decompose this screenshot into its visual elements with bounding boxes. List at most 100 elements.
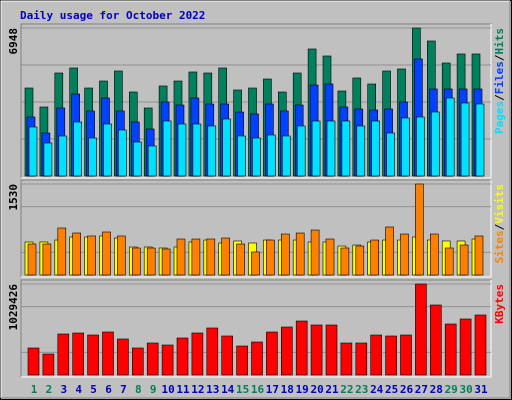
chart-title: Daily usage for October 2022	[20, 9, 205, 22]
bar	[310, 229, 320, 276]
bar	[87, 235, 96, 276]
bar	[221, 237, 230, 276]
bar	[133, 141, 142, 177]
x-tick-label: 20	[310, 383, 323, 396]
bar	[237, 135, 246, 177]
plot-bevel	[21, 24, 492, 179]
legend-entry: Pages	[493, 101, 506, 134]
legend-separator: /	[493, 54, 506, 61]
x-tick-label: 14	[221, 383, 235, 396]
bar	[459, 318, 472, 376]
bar	[206, 238, 216, 276]
legend-separator: /	[493, 223, 506, 230]
x-tick-label: 28	[430, 383, 443, 396]
bar	[444, 247, 454, 276]
bar	[371, 120, 381, 177]
bar	[475, 103, 485, 177]
plot-bevel	[21, 280, 492, 378]
bar	[73, 121, 82, 177]
bar	[266, 239, 275, 276]
bar	[27, 347, 40, 376]
bar	[191, 332, 204, 376]
bar	[400, 334, 412, 376]
bar	[326, 120, 336, 177]
bar	[132, 247, 141, 276]
x-tick-label: 2	[46, 383, 53, 396]
bar	[267, 134, 276, 177]
x-tick-label: 10	[161, 383, 174, 396]
bar	[191, 238, 201, 276]
bar	[207, 125, 217, 177]
bar	[28, 126, 38, 177]
bar	[176, 337, 189, 376]
bar	[57, 227, 67, 276]
bar	[296, 125, 306, 177]
bar	[117, 235, 126, 276]
bar	[370, 239, 380, 276]
bar	[161, 344, 174, 376]
x-tick-label: 29	[445, 383, 458, 396]
bar	[400, 233, 409, 276]
bar	[222, 118, 231, 177]
y-tick-label: 1530	[7, 184, 20, 211]
bar	[325, 238, 335, 276]
bar	[162, 120, 172, 177]
bar	[356, 125, 366, 177]
bar	[459, 244, 469, 276]
legend: Sites/Visits	[493, 184, 506, 264]
bar	[281, 135, 291, 177]
bar	[311, 120, 321, 177]
x-tick-label: 30	[459, 383, 472, 396]
bar	[429, 304, 442, 376]
x-tick-label: 3	[60, 383, 67, 396]
bar	[280, 326, 293, 376]
bar	[295, 320, 308, 376]
bar	[43, 142, 53, 177]
bar	[58, 135, 68, 177]
bar	[192, 123, 202, 177]
bar	[102, 331, 114, 376]
bar	[474, 235, 484, 276]
bar	[147, 145, 157, 177]
bar	[445, 97, 455, 177]
y-tick-label: 1029426	[7, 284, 20, 331]
x-tick-label: 12	[191, 383, 204, 396]
bar	[236, 243, 245, 276]
y-tick-label: 6948	[7, 28, 20, 55]
bar	[103, 123, 112, 177]
x-tick-label: 16	[251, 383, 265, 396]
bar	[429, 233, 439, 276]
bar	[72, 232, 81, 276]
x-tick-label: 24	[370, 383, 384, 396]
plot-bevel	[21, 180, 492, 278]
x-tick-label: 23	[355, 383, 368, 396]
bar	[102, 231, 111, 276]
bar	[251, 251, 260, 276]
x-tick-label: 19	[296, 383, 309, 396]
bar	[177, 123, 187, 177]
bar	[385, 226, 394, 276]
bar	[355, 245, 365, 276]
bar	[72, 332, 84, 376]
bar	[370, 334, 383, 376]
bar	[221, 335, 233, 376]
legend-entry: Visits	[493, 184, 506, 224]
x-tick-label: 21	[325, 383, 339, 396]
legend: Pages/Files/Hits	[493, 28, 506, 134]
bar	[266, 331, 278, 376]
bar	[415, 183, 424, 276]
x-tick-label: 27	[415, 383, 428, 396]
bar	[355, 342, 368, 376]
bar	[280, 233, 290, 276]
bar	[236, 345, 248, 376]
legend-entry: Hits	[493, 28, 506, 55]
bar	[325, 324, 338, 376]
x-tick-label: 4	[75, 383, 82, 396]
bar	[57, 333, 70, 376]
bar	[118, 129, 127, 177]
bar	[444, 323, 457, 376]
bar	[117, 338, 129, 376]
x-tick-label: 9	[150, 383, 157, 396]
